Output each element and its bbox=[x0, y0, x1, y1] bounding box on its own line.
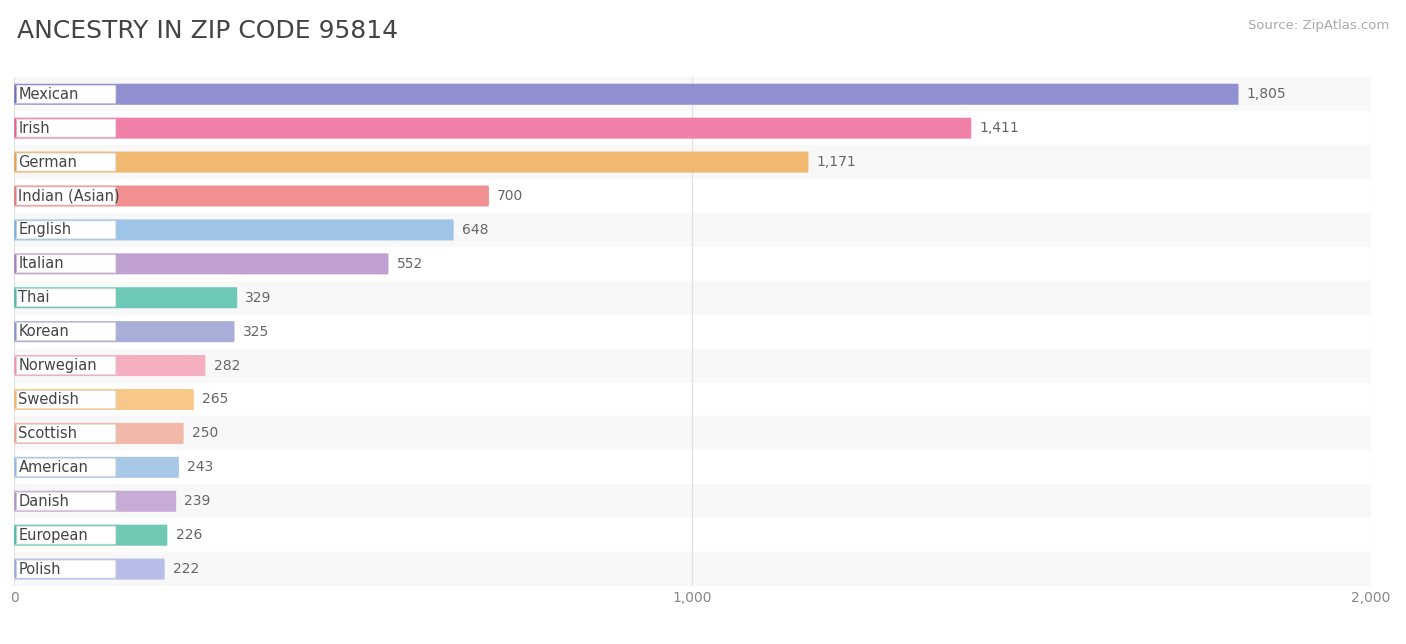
FancyBboxPatch shape bbox=[14, 118, 972, 138]
Text: Korean: Korean bbox=[18, 324, 69, 339]
Text: ANCESTRY IN ZIP CODE 95814: ANCESTRY IN ZIP CODE 95814 bbox=[17, 19, 398, 43]
Text: 265: 265 bbox=[202, 392, 228, 406]
Text: 282: 282 bbox=[214, 359, 240, 373]
Text: English: English bbox=[18, 222, 72, 238]
Text: European: European bbox=[18, 527, 89, 543]
Text: German: German bbox=[18, 155, 77, 169]
FancyBboxPatch shape bbox=[15, 492, 115, 510]
FancyBboxPatch shape bbox=[15, 424, 115, 442]
Text: Indian (Asian): Indian (Asian) bbox=[18, 189, 120, 204]
FancyBboxPatch shape bbox=[15, 560, 115, 578]
Text: 243: 243 bbox=[187, 460, 214, 475]
FancyBboxPatch shape bbox=[14, 151, 808, 173]
FancyBboxPatch shape bbox=[15, 390, 115, 408]
FancyBboxPatch shape bbox=[14, 457, 179, 478]
Text: 1,805: 1,805 bbox=[1247, 87, 1286, 101]
Bar bbox=[14, 552, 1371, 586]
Text: 222: 222 bbox=[173, 562, 200, 576]
Bar bbox=[14, 213, 1371, 247]
Text: 250: 250 bbox=[191, 426, 218, 440]
FancyBboxPatch shape bbox=[14, 220, 454, 240]
FancyBboxPatch shape bbox=[15, 119, 115, 137]
Text: Swedish: Swedish bbox=[18, 392, 79, 407]
FancyBboxPatch shape bbox=[15, 526, 115, 544]
FancyBboxPatch shape bbox=[14, 423, 184, 444]
Bar bbox=[14, 145, 1371, 179]
Text: American: American bbox=[18, 460, 89, 475]
Text: Mexican: Mexican bbox=[18, 87, 79, 102]
Bar bbox=[14, 281, 1371, 315]
FancyBboxPatch shape bbox=[14, 525, 167, 545]
FancyBboxPatch shape bbox=[14, 185, 489, 207]
Text: 1,411: 1,411 bbox=[980, 121, 1019, 135]
Text: Italian: Italian bbox=[18, 256, 65, 271]
FancyBboxPatch shape bbox=[14, 491, 176, 512]
FancyBboxPatch shape bbox=[14, 84, 1239, 105]
Text: Polish: Polish bbox=[18, 562, 60, 576]
Bar bbox=[14, 383, 1371, 417]
Text: 552: 552 bbox=[396, 257, 423, 271]
Text: Norwegian: Norwegian bbox=[18, 358, 97, 373]
FancyBboxPatch shape bbox=[14, 253, 388, 274]
Text: Scottish: Scottish bbox=[18, 426, 77, 441]
Text: Irish: Irish bbox=[18, 120, 51, 136]
FancyBboxPatch shape bbox=[15, 85, 115, 103]
FancyBboxPatch shape bbox=[15, 289, 115, 307]
Text: 648: 648 bbox=[461, 223, 488, 237]
Bar bbox=[14, 179, 1371, 213]
Text: Thai: Thai bbox=[18, 290, 51, 305]
FancyBboxPatch shape bbox=[15, 323, 115, 341]
Text: Danish: Danish bbox=[18, 494, 69, 509]
Text: 325: 325 bbox=[243, 325, 269, 339]
Bar bbox=[14, 450, 1371, 484]
Text: 700: 700 bbox=[498, 189, 523, 203]
Text: 226: 226 bbox=[176, 528, 202, 542]
Bar bbox=[14, 111, 1371, 145]
Bar bbox=[14, 315, 1371, 348]
Text: Source: ZipAtlas.com: Source: ZipAtlas.com bbox=[1249, 19, 1389, 32]
Bar bbox=[14, 417, 1371, 450]
Bar bbox=[14, 518, 1371, 552]
Bar bbox=[14, 348, 1371, 383]
Text: 239: 239 bbox=[184, 494, 211, 508]
FancyBboxPatch shape bbox=[15, 187, 115, 205]
FancyBboxPatch shape bbox=[14, 558, 165, 580]
Bar bbox=[14, 77, 1371, 111]
FancyBboxPatch shape bbox=[15, 255, 115, 273]
FancyBboxPatch shape bbox=[14, 321, 235, 342]
Text: 1,171: 1,171 bbox=[817, 155, 856, 169]
FancyBboxPatch shape bbox=[15, 221, 115, 239]
FancyBboxPatch shape bbox=[14, 355, 205, 376]
FancyBboxPatch shape bbox=[15, 459, 115, 477]
Bar bbox=[14, 247, 1371, 281]
Text: 329: 329 bbox=[246, 290, 271, 305]
FancyBboxPatch shape bbox=[15, 357, 115, 375]
FancyBboxPatch shape bbox=[14, 389, 194, 410]
Bar bbox=[14, 484, 1371, 518]
FancyBboxPatch shape bbox=[15, 153, 115, 171]
FancyBboxPatch shape bbox=[14, 287, 238, 308]
